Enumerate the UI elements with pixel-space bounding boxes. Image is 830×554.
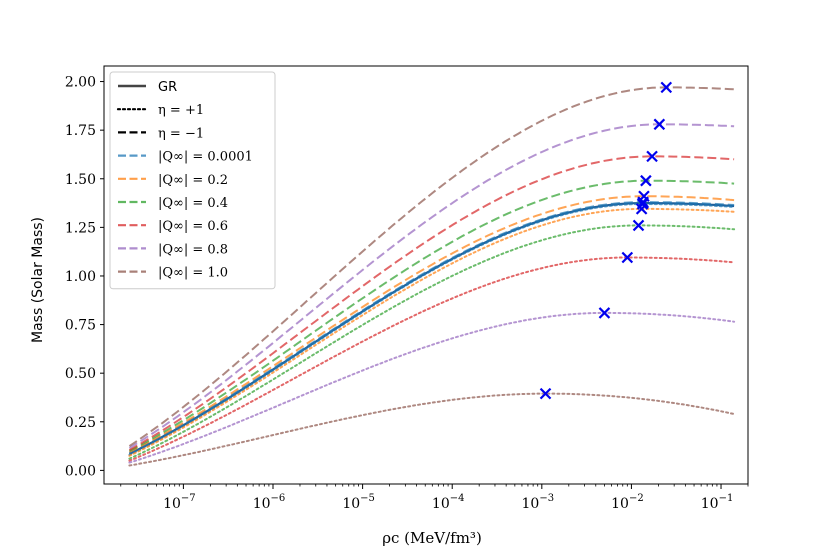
y-axis-label: Mass (Solar Mass) xyxy=(30,217,46,343)
curves-layer xyxy=(128,86,736,467)
plot-frame xyxy=(103,65,749,485)
x-tick-label-6: 10−1 xyxy=(701,493,734,512)
y-tick-label-7: 1.75 xyxy=(65,123,96,139)
legend-entry-3: |Q∞| = 0.0001 xyxy=(118,150,253,165)
x-tick-label-4: 10−3 xyxy=(522,493,555,512)
maximum-marker-1 xyxy=(653,118,666,131)
series-line-9 xyxy=(128,123,735,449)
x-tick-label-1: 10−6 xyxy=(253,493,286,512)
legend-entry-5: |Q∞| = 0.4 xyxy=(118,196,228,211)
y-tick-label-4: 1.00 xyxy=(65,269,96,285)
series-line-1 xyxy=(128,201,735,454)
legend-entry-4: |Q∞| = 0.2 xyxy=(118,173,228,188)
legend-entry-1: η = +1 xyxy=(116,103,204,118)
legend-entry-2: η = −1 xyxy=(118,126,204,141)
series-line-10 xyxy=(128,311,736,464)
series-line-8 xyxy=(128,256,736,462)
legend-entry-8: |Q∞| = 1.0 xyxy=(118,266,228,281)
legend-box xyxy=(109,71,276,290)
legend-label-0: GR xyxy=(158,80,177,95)
legend-label-6: |Q∞| = 0.6 xyxy=(158,219,228,234)
maximum-marker-11 xyxy=(598,307,611,319)
series-line-11 xyxy=(128,86,735,447)
y-tick-label-8: 2.00 xyxy=(65,75,96,91)
series-line-2 xyxy=(128,203,736,456)
y-tick-label-0: 0.00 xyxy=(65,463,96,479)
maximum-marker-3 xyxy=(640,174,652,187)
legend-label-8: |Q∞| = 1.0 xyxy=(158,266,228,281)
y-tick-label-6: 1.50 xyxy=(65,172,96,188)
x-tick-label-3: 10−4 xyxy=(432,493,465,512)
legend-label-7: |Q∞| = 0.8 xyxy=(158,242,228,257)
maximum-marker-0 xyxy=(660,81,673,94)
series-line-12 xyxy=(128,392,736,467)
y-axis: 0.00 0.25 0.50 0.75 1.00 1.25 1.50 1.75 2.00 xyxy=(65,75,104,479)
legend-label-4: |Q∞| = 0.2 xyxy=(158,173,228,188)
maximum-marker-10 xyxy=(621,251,634,264)
legend-label-1: η = +1 xyxy=(158,103,204,118)
x-tick-label-5: 10−2 xyxy=(611,493,644,512)
x-axis-label: ρc (MeV/fm³) xyxy=(382,529,482,547)
x-tick-label-0: 10−7 xyxy=(163,493,196,512)
legend-label-3: |Q∞| = 0.0001 xyxy=(158,150,253,165)
maximum-markers-layer xyxy=(539,81,673,400)
legend-label-5: |Q∞| = 0.4 xyxy=(158,196,228,211)
series-line-4 xyxy=(128,207,736,457)
legend-label-2: η = −1 xyxy=(158,126,204,141)
maximum-marker-8 xyxy=(635,203,648,215)
y-tick-label-1: 0.25 xyxy=(65,415,96,431)
legend: GR η = +1 η = −1 |Q∞| = 0.0001 |Q∞| = 0.2 |Q∞… xyxy=(109,71,276,290)
x-tick-label-2: 10−5 xyxy=(342,493,375,512)
y-tick-label-2: 0.50 xyxy=(65,366,96,382)
x-axis: 10−7 10−6 10−5 10−4 10−3 10−2 10−1 xyxy=(120,484,749,512)
legend-entry-6: |Q∞| = 0.6 xyxy=(118,219,228,234)
series-line-3 xyxy=(128,195,735,453)
maximum-marker-12 xyxy=(539,387,552,400)
y-tick-label-5: 1.25 xyxy=(65,220,96,236)
legend-entry-7: |Q∞| = 0.8 xyxy=(118,242,228,257)
maximum-marker-9 xyxy=(632,219,645,232)
maximum-marker-2 xyxy=(646,150,658,163)
series-line-6 xyxy=(128,224,736,460)
series-line-7 xyxy=(128,155,735,451)
y-tick-label-3: 0.75 xyxy=(65,318,96,334)
series-line-5 xyxy=(128,179,735,452)
legend-entry-0: GR xyxy=(118,80,177,95)
